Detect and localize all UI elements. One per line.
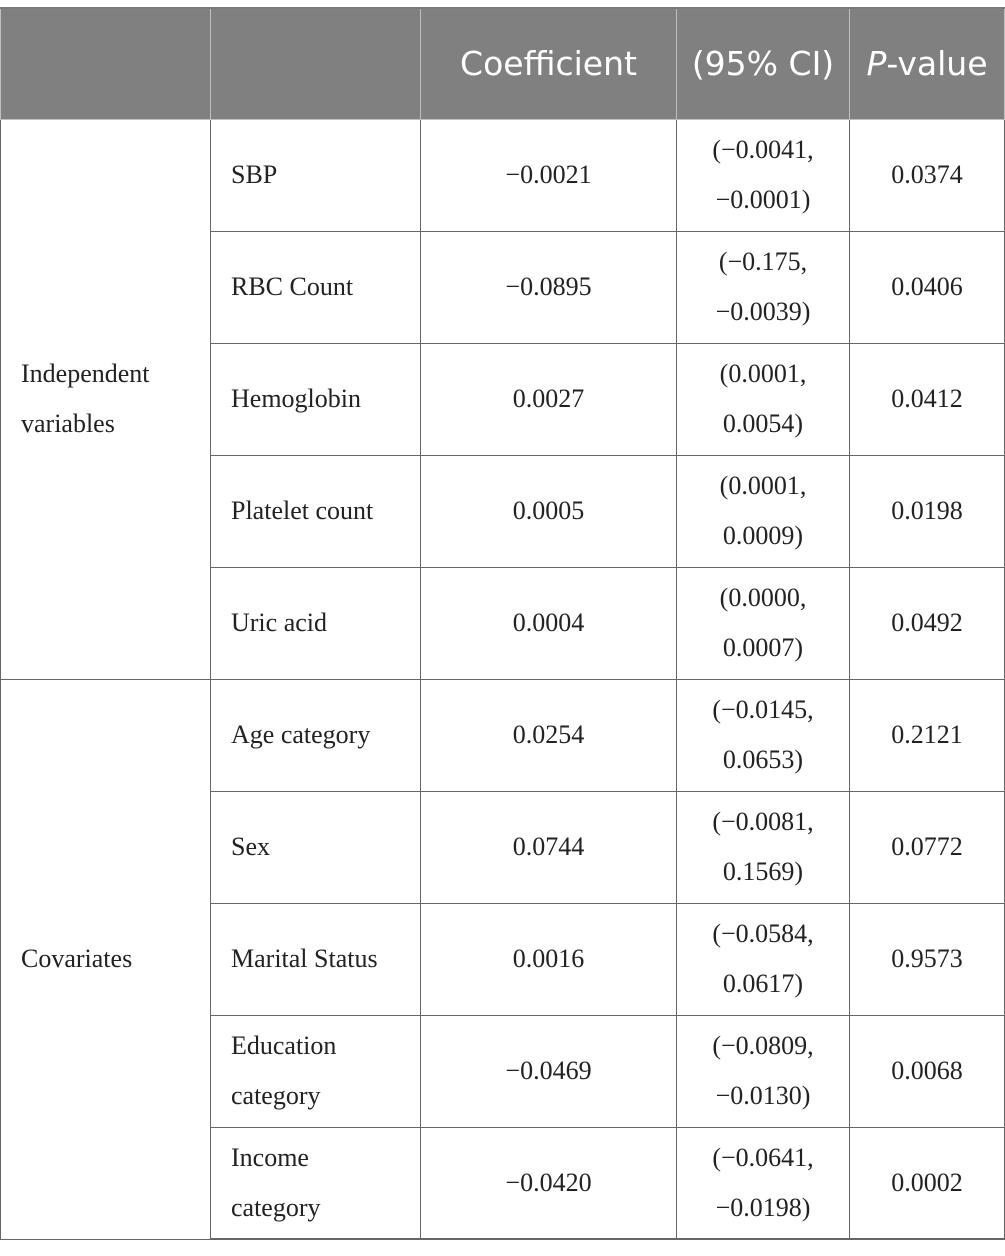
ci-low: (−0.0584, — [712, 919, 814, 948]
header-variable — [210, 7, 421, 120]
coefficient-cell: −0.0469 — [420, 1014, 677, 1128]
ci-cell: (−0.175, −0.0039) — [676, 230, 850, 344]
ci-high: 0.0054) — [722, 409, 804, 438]
variable-label: Age category — [210, 678, 421, 792]
variable-label: Platelet count — [210, 454, 421, 568]
coefficient-cell: 0.0016 — [420, 902, 677, 1016]
header-ci: (95% CI) — [676, 7, 850, 120]
ci-cell: (−0.0809, −0.0130) — [676, 1014, 850, 1128]
ci-high: 0.0653) — [722, 745, 804, 774]
coefficient-cell: 0.0027 — [420, 342, 677, 456]
ci-low: (−0.175, — [718, 247, 808, 276]
ci-cell: (−0.0081, 0.1569) — [676, 790, 850, 904]
ci-high: 0.0009) — [722, 521, 804, 550]
p-value-cell: 0.0492 — [849, 566, 1005, 680]
p-value-cell: 0.0412 — [849, 342, 1005, 456]
header-p-value: P-value — [849, 7, 1005, 120]
variable-label: Income category — [210, 1126, 421, 1240]
ci-low: (0.0000, — [719, 583, 807, 612]
ci-high: −0.0198) — [715, 1192, 811, 1222]
table-row: Hemoglobin 0.0027 (0.0001, 0.0054) 0.0412 — [1, 342, 1005, 456]
variable-label: Uric acid — [210, 566, 421, 680]
coefficient-cell: 0.0005 — [420, 454, 677, 568]
table-row: Independent variables SBP −0.0021 (−0.00… — [0, 118, 1005, 680]
variable-label: RBC Count — [210, 230, 421, 344]
table-row: Sex 0.0744 (−0.0081, 0.1569) 0.0772 — [1, 790, 1005, 904]
ci-low: (−0.0081, — [712, 807, 814, 836]
variable-label: SBP — [210, 118, 421, 232]
ci-low: (0.0001, — [719, 359, 807, 388]
table-row: Covariates Age category 0.0254 (−0.0145,… — [0, 678, 1005, 1240]
ci-cell: (0.0000, 0.0007) — [676, 566, 850, 680]
header-group — [0, 7, 211, 120]
p-value-cell: 0.0002 — [849, 1126, 1005, 1240]
ci-high: 0.0617) — [722, 969, 804, 998]
variable-label: Education category — [210, 1014, 421, 1128]
ci-cell: (0.0001, 0.0009) — [676, 454, 850, 568]
p-value-cell: 0.0068 — [849, 1014, 1005, 1128]
group-label: Covariates — [0, 678, 211, 1240]
ci-low: (−0.0641, — [712, 1142, 814, 1172]
header-coefficient: Coefficient — [420, 7, 677, 120]
p-value-cell: 0.0772 — [849, 790, 1005, 904]
p-value-cell: 0.9573 — [849, 902, 1005, 1016]
ci-high: −0.0001) — [715, 185, 811, 214]
coefficient-cell: −0.0420 — [420, 1126, 677, 1240]
ci-high: 0.1569) — [722, 857, 804, 886]
ci-low: (−0.0809, — [712, 1031, 814, 1060]
ci-low: (−0.0041, — [712, 135, 814, 164]
ci-cell: (−0.0641, −0.0198) — [676, 1126, 850, 1240]
p-value-cell: 0.0198 — [849, 454, 1005, 568]
table-row: RBC Count −0.0895 (−0.175, −0.0039) 0.040… — [1, 230, 1005, 344]
variable-label: Marital Status — [210, 902, 421, 1016]
ci-low: (0.0001, — [719, 471, 807, 500]
coefficient-cell: −0.0021 — [420, 118, 677, 232]
header-p-rest: -value — [886, 43, 988, 83]
table-row: Uric acid 0.0004 (0.0000, 0.0007) 0.0492 — [1, 566, 1005, 680]
table-body: Independent variables SBP −0.0021 (−0.00… — [0, 118, 1005, 1240]
ci-high: −0.0039) — [715, 297, 811, 326]
p-value-cell: 0.0374 — [849, 118, 1005, 232]
coefficient-cell: −0.0895 — [420, 230, 677, 344]
regression-table: Coefficient (95% CI) P-value Independent… — [0, 7, 1005, 1240]
coefficient-cell: 0.0254 — [420, 678, 677, 792]
group-label: Independent variables — [0, 118, 211, 680]
table-row: Income category −0.0420 (−0.0641, −0.0198… — [1, 1126, 1005, 1240]
ci-high: −0.0130) — [715, 1081, 811, 1110]
ci-high: 0.0007) — [722, 633, 804, 662]
p-value-cell: 0.2121 — [849, 678, 1005, 792]
table-row: Marital Status 0.0016 (−0.0584, 0.0617) 0… — [1, 902, 1005, 1016]
ci-low: (−0.0145, — [712, 695, 814, 724]
table-row: Platelet count 0.0005 (0.0001, 0.0009) 0.… — [1, 454, 1005, 568]
coefficient-cell: 0.0744 — [420, 790, 677, 904]
ci-cell: (−0.0584, 0.0617) — [676, 902, 850, 1016]
table-row: Education category −0.0469 (−0.0809, −0.0… — [1, 1014, 1005, 1128]
coefficient-cell: 0.0004 — [420, 566, 677, 680]
variable-label: Sex — [210, 790, 421, 904]
header-p-italic: P — [866, 43, 887, 83]
header-row: Coefficient (95% CI) P-value — [0, 7, 1005, 120]
variable-label: Hemoglobin — [210, 342, 421, 456]
p-value-cell: 0.0406 — [849, 230, 1005, 344]
ci-cell: (−0.0145, 0.0653) — [676, 678, 850, 792]
ci-cell: (0.0001, 0.0054) — [676, 342, 850, 456]
ci-cell: (−0.0041, −0.0001) — [676, 118, 850, 232]
